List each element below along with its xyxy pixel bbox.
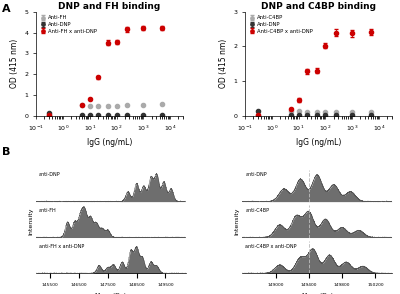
X-axis label: IgG (ng/mL): IgG (ng/mL) (296, 138, 341, 147)
Title: DNP and C4BP binding: DNP and C4BP binding (261, 2, 376, 11)
Y-axis label: Intensity: Intensity (235, 208, 240, 235)
Y-axis label: OD (415 nm): OD (415 nm) (219, 39, 228, 88)
Text: B: B (2, 147, 10, 157)
Text: anti-DNP: anti-DNP (39, 172, 61, 177)
X-axis label: IgG (ng/mL): IgG (ng/mL) (87, 138, 132, 147)
Text: anti-DNP: anti-DNP (246, 172, 267, 177)
Y-axis label: OD (415 nm): OD (415 nm) (10, 39, 19, 88)
Text: anti-FH: anti-FH (39, 208, 57, 213)
Text: anti-FH x anti-DNP: anti-FH x anti-DNP (39, 244, 84, 249)
X-axis label: Mass (Da): Mass (Da) (95, 293, 126, 294)
Title: DNP and FH binding: DNP and FH binding (58, 2, 161, 11)
Text: anti-C4BP: anti-C4BP (246, 208, 270, 213)
X-axis label: Mass (Da): Mass (Da) (302, 293, 333, 294)
Y-axis label: Intensity: Intensity (28, 208, 33, 235)
Legend: Anti-C4BP, Anti-DNP, Anti-C4BP x anti-DNP: Anti-C4BP, Anti-DNP, Anti-C4BP x anti-DN… (248, 14, 314, 35)
Text: anti-C4BP x anti-DNP: anti-C4BP x anti-DNP (246, 244, 297, 249)
Legend: Anti-FH, Anti-DNP, Anti-FH x anti-DNP: Anti-FH, Anti-DNP, Anti-FH x anti-DNP (39, 14, 98, 35)
Text: A: A (2, 4, 11, 14)
